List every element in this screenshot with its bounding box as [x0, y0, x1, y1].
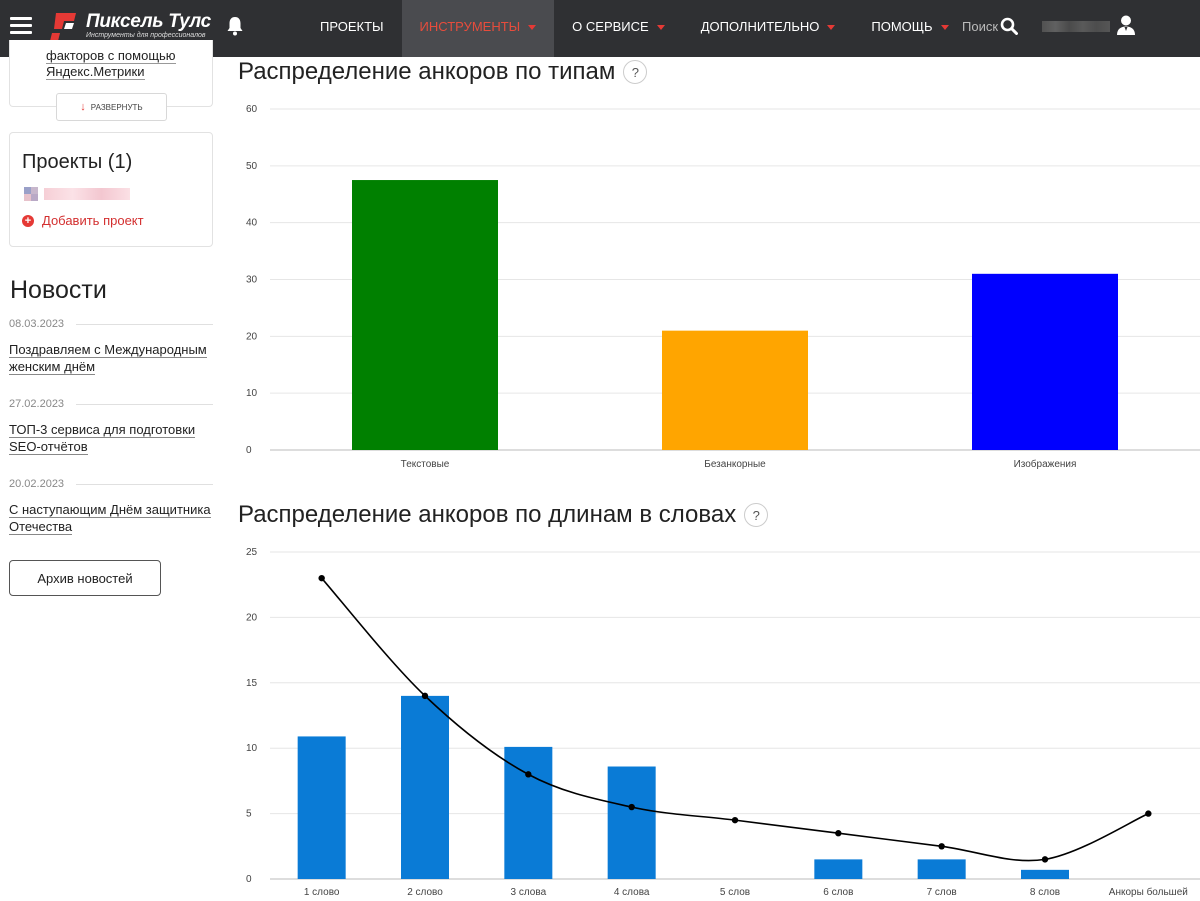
y-tick-label: 0: [246, 874, 252, 885]
line-point: [628, 803, 635, 811]
search-label[interactable]: Поиск: [962, 19, 999, 34]
x-tick-label: Изображения: [1014, 458, 1077, 470]
y-tick-label: 5: [246, 809, 252, 820]
news-date: 08.03.2023: [9, 318, 213, 330]
chevron-down-icon: [528, 25, 537, 31]
projects-card: Проекты (1) + Добавить проект: [9, 132, 213, 247]
line-point: [525, 771, 532, 778]
y-tick-label: 20: [246, 612, 258, 623]
logo-mark-icon: [50, 13, 76, 41]
y-tick-label: 10: [246, 743, 258, 754]
bar: [814, 859, 863, 879]
x-tick-label: Анкоры большей: [1109, 886, 1188, 898]
help-icon[interactable]: ?: [623, 60, 648, 84]
x-tick-label: 7 слов: [927, 887, 957, 898]
search-icon[interactable]: [1000, 17, 1018, 35]
chart2-title: Распределение анкоров по длинам в словах…: [238, 501, 769, 529]
bar: [917, 859, 966, 879]
x-tick-label: 6 слов: [823, 887, 853, 898]
bar: [972, 273, 1118, 450]
news-archive-button[interactable]: Архив новостей: [9, 560, 161, 596]
y-tick-label: 10: [246, 388, 258, 399]
main-nav: Проекты Инструменты О сервисе Дополнител…: [302, 0, 967, 57]
y-tick-label: 25: [246, 547, 258, 558]
bar: [352, 180, 498, 450]
x-tick-label: 1 слово: [304, 887, 340, 898]
line-point: [1041, 856, 1049, 863]
news-date: 27.02.2023: [9, 398, 213, 410]
line-point: [318, 574, 325, 582]
x-tick-label: 3 слова: [511, 887, 547, 898]
y-tick-label: 30: [246, 275, 258, 286]
hamburger-menu-icon[interactable]: [10, 17, 32, 35]
help-icon[interactable]: ?: [744, 503, 769, 527]
line-point: [731, 816, 739, 824]
news-link[interactable]: С наступающим Днём защитника Отечества: [9, 502, 211, 535]
y-tick-label: 20: [246, 331, 258, 342]
user-icon[interactable]: [1116, 14, 1136, 36]
x-tick-label: 5 слов: [720, 887, 750, 898]
chart1-title: Распределение анкоров по типам ?: [238, 58, 648, 86]
bar: [297, 736, 346, 879]
x-tick-label: Текстовые: [401, 459, 450, 470]
nav-item-help[interactable]: Помощь: [853, 0, 966, 57]
bar: [401, 695, 449, 879]
line-point: [1145, 810, 1152, 817]
news-item: 27.02.2023 ТОП-3 сервиса для подготовки S…: [9, 398, 213, 455]
chevron-down-icon: [656, 25, 665, 31]
nav-item-about[interactable]: О сервисе: [554, 0, 683, 57]
y-tick-label: 50: [246, 161, 258, 172]
bar: [662, 330, 808, 450]
news-item: 08.03.2023 Поздравляем с Международным же…: [9, 318, 213, 375]
logo[interactable]: Пиксель Тулс Инструменты для профессиона…: [50, 9, 211, 45]
news-link[interactable]: ТОП-3 сервиса для подготовки SEO-отчётов: [9, 422, 196, 455]
bar: [504, 746, 553, 879]
y-tick-label: 40: [246, 218, 258, 229]
user-name-redacted[interactable]: [1042, 21, 1110, 32]
bar: [607, 766, 656, 879]
y-tick-label: 0: [246, 445, 252, 456]
chevron-down-icon: [940, 25, 949, 31]
chevron-down-icon: [827, 25, 836, 31]
logo-title: Пиксель Тулс: [86, 11, 211, 32]
projects-title: Проекты (1): [22, 151, 133, 173]
plus-circle-icon: +: [22, 214, 34, 227]
line-point: [835, 830, 842, 837]
x-tick-label: Безанкорные: [704, 459, 766, 470]
line-point: [421, 692, 429, 700]
line-point: [938, 843, 945, 850]
nav-item-projects[interactable]: Проекты: [320, 19, 384, 34]
expand-button[interactable]: ↓ Развернуть: [56, 93, 167, 121]
y-tick-label: 15: [246, 678, 258, 689]
y-tick-label: 60: [246, 104, 258, 115]
trend-line: [321, 577, 1149, 862]
x-tick-label: 8 слов: [1030, 887, 1060, 898]
news-title: Новости: [10, 276, 107, 304]
x-tick-label: 4 слова: [614, 887, 650, 898]
nav-item-tools[interactable]: Инструменты: [401, 0, 555, 57]
anchor-lengths-chart: 0 5 10 15 20 25 1 слово 2 слово 3 слова 4 слова 5 …: [246, 547, 1200, 898]
project-name-redacted[interactable]: [44, 188, 130, 200]
news-link[interactable]: Поздравляем с Международным женским днём: [9, 342, 207, 375]
bell-icon[interactable]: [226, 16, 244, 36]
bar: [1021, 869, 1069, 879]
nav-item-additional[interactable]: Дополнительно: [683, 0, 854, 57]
arrow-down-icon: ↓: [80, 101, 86, 113]
anchor-types-chart: 0 10 20 30 40 50 60 Текстовые Безанкорные Изображ…: [246, 104, 1200, 470]
add-project-link[interactable]: + Добавить проект: [22, 213, 144, 228]
news-item: 20.02.2023 С наступающим Днём защитника О…: [9, 478, 213, 535]
tool-card-link[interactable]: факторов с помощью Яндекс.Метрики: [46, 48, 176, 80]
x-tick-label: 2 слово: [407, 887, 443, 898]
news-date: 20.02.2023: [9, 478, 213, 490]
project-favicon-icon: [24, 187, 38, 201]
logo-subtitle: Инструменты для профессионалов: [86, 32, 206, 39]
